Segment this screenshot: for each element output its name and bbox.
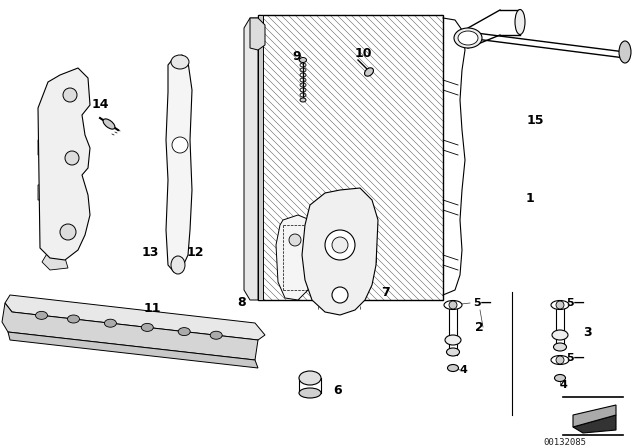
Polygon shape <box>8 332 258 368</box>
Text: 7: 7 <box>381 285 389 298</box>
Text: 10: 10 <box>355 47 372 60</box>
Text: 5—: 5— <box>566 353 585 363</box>
Text: 9: 9 <box>292 49 301 63</box>
Ellipse shape <box>67 315 79 323</box>
Circle shape <box>65 151 79 165</box>
Polygon shape <box>38 138 52 155</box>
Polygon shape <box>166 55 192 272</box>
Ellipse shape <box>447 348 460 356</box>
Ellipse shape <box>300 98 306 102</box>
Ellipse shape <box>554 343 566 351</box>
Polygon shape <box>276 215 312 300</box>
Ellipse shape <box>210 331 222 339</box>
Polygon shape <box>38 183 52 200</box>
Ellipse shape <box>35 311 47 319</box>
Ellipse shape <box>365 68 374 76</box>
Circle shape <box>325 230 355 260</box>
Polygon shape <box>302 188 378 315</box>
Circle shape <box>332 287 348 303</box>
Text: 6: 6 <box>333 383 342 396</box>
Bar <box>258 15 263 300</box>
Circle shape <box>332 237 348 253</box>
Text: 8: 8 <box>237 296 246 309</box>
Text: 14: 14 <box>92 98 109 111</box>
Ellipse shape <box>299 388 321 398</box>
Ellipse shape <box>178 327 190 336</box>
Text: 12: 12 <box>186 246 204 258</box>
Polygon shape <box>250 18 265 50</box>
Polygon shape <box>244 18 258 300</box>
Text: 11: 11 <box>143 302 161 314</box>
Text: 13: 13 <box>141 246 159 258</box>
Ellipse shape <box>300 57 307 63</box>
Text: 4: 4 <box>559 380 567 390</box>
Circle shape <box>556 301 564 309</box>
Ellipse shape <box>551 356 569 365</box>
Ellipse shape <box>551 301 569 310</box>
Bar <box>258 15 443 300</box>
Ellipse shape <box>619 41 631 63</box>
Ellipse shape <box>454 28 482 48</box>
Ellipse shape <box>554 375 566 382</box>
Ellipse shape <box>141 323 154 332</box>
Polygon shape <box>360 248 376 262</box>
Polygon shape <box>302 248 318 262</box>
Ellipse shape <box>103 119 115 129</box>
Polygon shape <box>2 303 258 360</box>
Ellipse shape <box>445 335 461 345</box>
Ellipse shape <box>171 55 189 69</box>
Ellipse shape <box>171 256 185 274</box>
Polygon shape <box>573 415 616 433</box>
Circle shape <box>60 224 76 240</box>
Text: 3: 3 <box>582 326 591 339</box>
Text: 5—: 5— <box>566 298 585 308</box>
Circle shape <box>172 137 188 153</box>
Ellipse shape <box>447 365 458 371</box>
Circle shape <box>556 356 564 364</box>
Text: 1: 1 <box>525 191 534 204</box>
Ellipse shape <box>552 330 568 340</box>
Circle shape <box>289 234 301 246</box>
Text: 00132085: 00132085 <box>543 438 586 447</box>
Text: 15: 15 <box>526 113 544 126</box>
Ellipse shape <box>299 371 321 385</box>
Polygon shape <box>5 295 265 340</box>
Circle shape <box>63 88 77 102</box>
Text: 5—: 5— <box>473 298 492 308</box>
Polygon shape <box>573 405 616 427</box>
Polygon shape <box>38 68 90 260</box>
Ellipse shape <box>515 9 525 34</box>
Text: 2: 2 <box>475 320 483 333</box>
Ellipse shape <box>458 31 478 45</box>
Text: 4: 4 <box>459 365 467 375</box>
Ellipse shape <box>104 319 116 327</box>
Circle shape <box>449 301 457 309</box>
Polygon shape <box>42 252 68 270</box>
Bar <box>258 15 443 300</box>
Ellipse shape <box>444 301 462 310</box>
